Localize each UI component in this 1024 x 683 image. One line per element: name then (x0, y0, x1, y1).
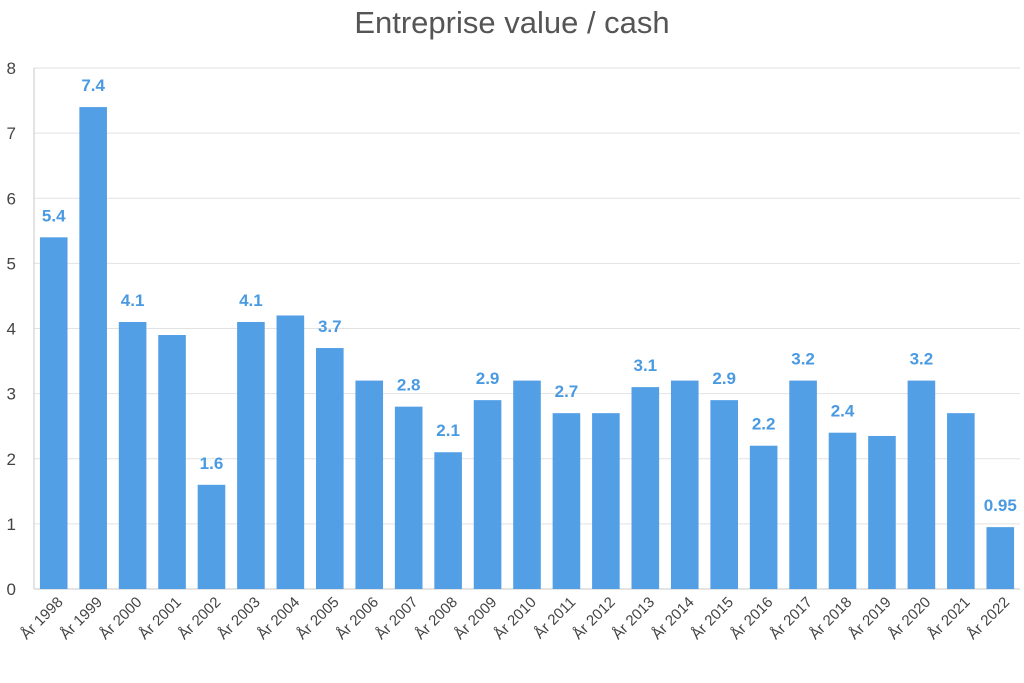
y-tick-label: 4 (7, 320, 16, 339)
data-label: 0.95 (984, 496, 1017, 515)
x-tick-label: År 2017 (767, 594, 816, 643)
x-tick-label: År 2013 (609, 594, 658, 643)
x-tick-label: År 2016 (727, 594, 776, 643)
x-tick-label: År 2009 (451, 594, 500, 643)
data-label: 2.2 (752, 415, 776, 434)
bar (868, 435, 896, 589)
bar (552, 413, 581, 589)
x-tick-label: År 2010 (491, 594, 540, 643)
data-label: 4.1 (121, 291, 145, 310)
y-tick-label: 7 (7, 124, 16, 143)
data-label: 5.4 (42, 206, 66, 225)
data-label: 2.9 (476, 369, 500, 388)
bar (315, 348, 344, 589)
x-tick-label: År 2022 (964, 594, 1013, 643)
bar (710, 400, 739, 589)
x-tick-label: År 2004 (254, 594, 303, 643)
data-label: 3.7 (318, 317, 342, 336)
y-tick-label: 5 (7, 254, 16, 273)
x-tick-label: År 2015 (688, 594, 737, 643)
x-tick-label: År 2003 (215, 594, 264, 643)
bar (237, 321, 265, 589)
x-tick-label: År 2019 (846, 594, 895, 643)
x-tick-label: År 2007 (372, 594, 421, 643)
data-label: 2.7 (555, 382, 579, 401)
data-label: 7.4 (81, 76, 105, 95)
bar (749, 445, 778, 589)
y-tick-label: 1 (7, 515, 16, 534)
bar (39, 237, 68, 589)
y-tick-label: 2 (7, 450, 16, 469)
x-tick-label: År 2012 (570, 594, 619, 643)
bar (631, 387, 660, 589)
bar (118, 321, 147, 589)
data-label: 3.1 (633, 356, 657, 375)
data-label: 2.1 (436, 421, 460, 440)
bar (670, 380, 699, 589)
y-tick-label: 8 (7, 59, 16, 78)
data-labels: 5.4 7.4 4.1 1.6 4.1 3.7 2.8 2.1 2.9 2.7 3.1 2.9 2.2 3… (42, 76, 1017, 515)
bar (513, 380, 541, 589)
bar (947, 413, 975, 589)
bar (986, 527, 1015, 589)
chart-title: Entreprise value / cash (354, 5, 669, 40)
x-tick-label: År 2001 (136, 594, 185, 643)
data-label: 3.2 (791, 350, 815, 369)
y-tick-label: 3 (7, 385, 16, 404)
x-tick-label: År 2011 (531, 594, 579, 642)
data-label: 2.8 (397, 376, 421, 395)
y-tick-label: 0 (7, 580, 16, 599)
bar (355, 380, 384, 589)
data-label: 1.6 (200, 454, 224, 473)
x-tick-label: År 2018 (806, 594, 855, 643)
bar (276, 315, 305, 589)
y-axis-ticks: 0 1 2 3 4 5 6 7 8 (7, 59, 16, 599)
bar (473, 400, 502, 589)
bar (158, 335, 186, 589)
x-tick-label: År 1998 (17, 594, 66, 643)
bar (434, 452, 462, 589)
bar (907, 380, 936, 589)
x-tick-label: År 1999 (57, 594, 106, 643)
bar (197, 484, 226, 589)
x-tick-label: År 2020 (885, 594, 934, 643)
data-label: 4.1 (239, 291, 263, 310)
x-tick-label: År 2014 (648, 594, 697, 643)
data-label: 2.9 (712, 369, 736, 388)
y-tick-label: 6 (7, 189, 16, 208)
bar (789, 380, 817, 589)
x-tick-label: År 2002 (175, 594, 224, 643)
bar (828, 432, 857, 589)
x-tick-label: År 2006 (333, 594, 382, 643)
bars (39, 107, 1015, 589)
bar (592, 413, 620, 589)
bar (79, 107, 107, 589)
x-tick-label: År 2005 (293, 594, 342, 643)
x-tick-label: År 2021 (924, 594, 973, 643)
x-tick-label: År 2000 (96, 594, 145, 643)
data-label: 3.2 (910, 350, 934, 369)
bar (394, 406, 423, 589)
x-tick-label: År 2008 (412, 594, 461, 643)
data-label: 2.4 (831, 402, 855, 421)
